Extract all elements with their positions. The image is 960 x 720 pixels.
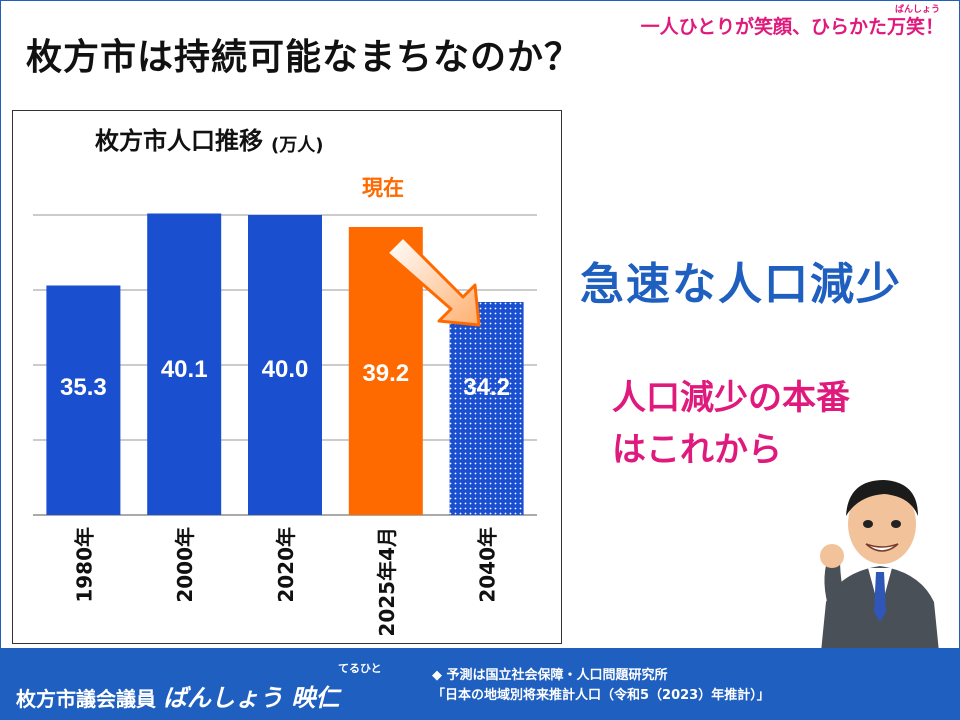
bar-2 xyxy=(248,215,322,515)
name-main: ばんしょう 映仁 xyxy=(162,684,340,712)
category-label-4: 2040年 xyxy=(476,527,500,603)
source-note: ◆ 予測は国立社会保障・人口問題研究所 「日本の地域別将来推計人口（令和5（20… xyxy=(432,666,770,706)
sub-message-line1: 人口減少の本番 xyxy=(612,378,850,418)
current-label: 現在 xyxy=(362,176,404,200)
data-label-2: 40.0 xyxy=(262,356,309,383)
population-chart: 35.3 1980年 40.1 2000年 40.0 2020年 39.2 2025年4月 34… xyxy=(12,110,562,644)
source-note-line1: ◆ 予測は国立社会保障・人口問題研究所 xyxy=(432,668,668,683)
data-label-3: 39.2 xyxy=(362,360,409,387)
footer: てるひと 枚方市議会議員 ばんしょう 映仁 ◆ 予測は国立社会保障・人口問題研究… xyxy=(0,648,960,720)
slogan: 一人ひとりが笑顔、ひらかた万笑！ xyxy=(640,16,944,38)
name-prefix: 枚方市議会議員 xyxy=(16,687,163,711)
category-label-0: 1980年 xyxy=(72,527,96,603)
decline-arrow-icon xyxy=(385,235,481,327)
sub-message: 人口減少の本番 はこれから xyxy=(612,372,850,476)
name-ruby: てるひと xyxy=(338,662,382,675)
category-label-1: 2000年 xyxy=(173,527,197,603)
chart-title: 枚方市人口推移 xyxy=(95,127,263,155)
chart-canvas: 35.3 1980年 40.1 2000年 40.0 2020年 39.2 2025年4月 34… xyxy=(33,127,537,637)
sub-message-line2: はこれから xyxy=(612,430,782,470)
bar-1 xyxy=(147,213,222,515)
slogan-ruby: ばんしょう xyxy=(894,5,940,15)
councillor-name: 枚方市議会議員 ばんしょう 映仁 xyxy=(16,678,339,713)
category-label-2: 2020年 xyxy=(274,527,298,603)
councillor-avatar xyxy=(820,480,940,662)
data-label-0: 35.3 xyxy=(60,374,107,401)
source-note-line2: 「日本の地域別将来推計人口（令和5（2023）年推計）」 xyxy=(432,688,770,703)
chart-unit: (万人) xyxy=(271,135,323,156)
page-title: 枚方市は持続可能なまちなのか？ xyxy=(26,37,582,78)
data-label-1: 40.1 xyxy=(161,356,208,383)
bar-4 xyxy=(449,302,524,515)
bar-0 xyxy=(46,285,121,515)
category-label-3: 2025年4月 xyxy=(375,527,399,637)
main-message: 急速な人口減少 xyxy=(580,259,902,310)
data-label-4: 34.2 xyxy=(463,374,510,401)
